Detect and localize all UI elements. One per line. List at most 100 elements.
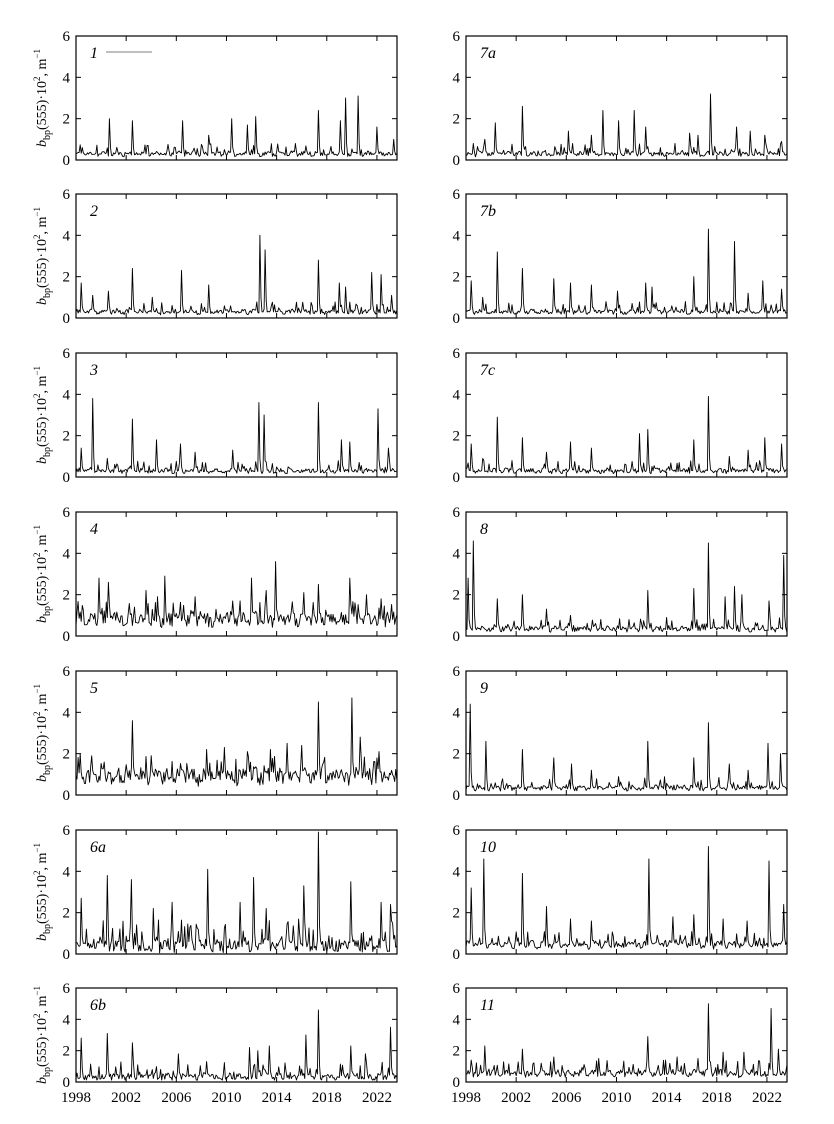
y-tick-label: 4 — [63, 705, 71, 721]
y-axis-label-multiplier-exponent: 2 — [32, 552, 42, 557]
panel-frame — [75, 670, 398, 796]
series-line-7c — [466, 395, 787, 475]
y-tick-label: 4 — [63, 864, 71, 880]
panel-frame — [465, 193, 788, 319]
y-axis-label-symbol: b — [35, 1077, 50, 1084]
panel-label: 10 — [480, 839, 496, 856]
y-axis-label: bbp(555)·102, m−1 — [32, 366, 53, 464]
y-axis-label-unit-exponent: −1 — [32, 843, 42, 853]
y-tick-label: 4 — [63, 70, 71, 86]
panel-frame — [75, 352, 398, 478]
y-axis-label-argument: (555) — [35, 416, 50, 447]
y-tick-label: 6 — [453, 29, 461, 45]
y-axis-label-unit: , m — [35, 693, 50, 711]
panel-frame — [75, 193, 398, 319]
y-axis-label: bbp(555)·102, m−1 — [32, 207, 53, 305]
y-axis-label-argument: (555) — [35, 734, 50, 765]
panel-label: 3 — [89, 362, 98, 379]
y-axis-label: bbp(555)·102, m−1 — [32, 843, 53, 941]
x-tick-label: 1998 — [451, 1090, 481, 1106]
y-axis-label-unit: , m — [35, 852, 50, 870]
y-axis-label-multiplier-exponent: 2 — [32, 76, 42, 81]
y-tick-label: 4 — [63, 387, 71, 403]
y-axis-label-multiplier: ·10 — [35, 1018, 50, 1037]
y-axis-label-multiplier: ·10 — [35, 557, 50, 576]
y-tick-label: 2 — [453, 270, 461, 286]
panel-label: 4 — [90, 521, 98, 538]
y-axis-label-subscript: bp — [42, 130, 53, 140]
panel-label: 9 — [480, 680, 488, 697]
y-tick-label: 4 — [453, 546, 461, 562]
panel-label: 7b — [480, 203, 496, 220]
y-axis-label-multiplier: ·10 — [35, 398, 50, 417]
y-axis-label-argument: (555) — [35, 99, 50, 130]
y-axis-label-argument: (555) — [35, 575, 50, 606]
y-tick-label: 6 — [453, 823, 461, 839]
panel-label: 11 — [480, 997, 495, 1014]
y-axis-label-symbol: b — [35, 775, 50, 782]
y-tick-label: 6 — [63, 346, 71, 362]
y-tick-label: 0 — [63, 153, 71, 169]
y-tick-label: 0 — [453, 1075, 461, 1091]
y-axis-label-unit: , m — [35, 534, 50, 552]
y-axis-label-subscript: bp — [42, 288, 53, 298]
x-tick-label: 2018 — [312, 1090, 342, 1106]
y-tick-label: 2 — [453, 906, 461, 922]
y-axis-label-argument: (555) — [35, 257, 50, 288]
series-line-3 — [76, 398, 397, 475]
panel-frame — [465, 352, 788, 478]
panel-label: 1 — [90, 45, 98, 62]
y-axis-label-argument: (555) — [35, 893, 50, 924]
panel-7c: 0 2 4 6 7c — [453, 346, 788, 486]
y-axis-label-subscript: bp — [42, 765, 53, 775]
y-axis-label-unit-exponent: −1 — [32, 525, 42, 535]
y-tick-label: 2 — [63, 270, 71, 286]
y-axis-label-multiplier-exponent: 2 — [32, 1013, 42, 1018]
y-tick-label: 4 — [63, 1012, 71, 1028]
y-axis-label-multiplier: ·10 — [35, 716, 50, 735]
panel-7a: 0 2 4 6 7a — [453, 29, 788, 169]
y-tick-label: 4 — [63, 228, 71, 244]
panel-6b: 0 2 4 6 1998 2002 2006 2010 2014 2018 2022 6b bbp(55… — [32, 981, 398, 1106]
series-line-9 — [466, 703, 787, 792]
y-axis-label-multiplier: ·10 — [35, 239, 50, 258]
y-axis-label-unit-exponent: −1 — [32, 684, 42, 694]
x-tick-label: 1998 — [61, 1090, 91, 1106]
y-tick-label: 2 — [453, 588, 461, 604]
y-tick-label: 2 — [63, 112, 71, 128]
series-line-2 — [76, 234, 397, 316]
y-tick-label: 4 — [453, 228, 461, 244]
y-axis-label-subscript: bp — [42, 447, 53, 457]
y-tick-label: 6 — [63, 664, 71, 680]
panel-11: 0 2 4 6 1998 2002 2006 2010 2014 2018 2022 11 — [451, 981, 788, 1106]
panel-frame — [75, 987, 398, 1083]
y-axis-label-symbol: b — [35, 140, 50, 147]
y-axis-label-subscript: bp — [42, 1067, 53, 1077]
y-tick-label: 6 — [63, 29, 71, 45]
y-axis-label-unit-exponent: −1 — [32, 49, 42, 59]
x-tick-label: 2002 — [111, 1090, 141, 1106]
panel-frame — [465, 35, 788, 161]
y-axis-label-unit: , m — [35, 375, 50, 393]
y-axis-label-multiplier-exponent: 2 — [32, 234, 42, 239]
series-line-7a — [466, 93, 787, 158]
y-axis-label-symbol: b — [35, 934, 50, 941]
y-tick-label: 0 — [453, 153, 461, 169]
y-tick-label: 2 — [63, 906, 71, 922]
panel-7b: 0 2 4 6 7b — [453, 187, 788, 327]
y-axis-label: bbp(555)·102, m−1 — [32, 525, 53, 623]
y-axis-label-multiplier: ·10 — [35, 875, 50, 894]
panel-label: 8 — [480, 521, 488, 538]
series-line-11 — [466, 1003, 787, 1079]
y-axis-label-symbol: b — [35, 616, 50, 623]
y-tick-label: 6 — [453, 664, 461, 680]
y-tick-label: 6 — [453, 187, 461, 203]
panel-label: 6a — [90, 839, 106, 856]
panel-label: 7a — [480, 45, 496, 62]
y-tick-label: 0 — [63, 311, 71, 327]
y-tick-label: 0 — [453, 311, 461, 327]
